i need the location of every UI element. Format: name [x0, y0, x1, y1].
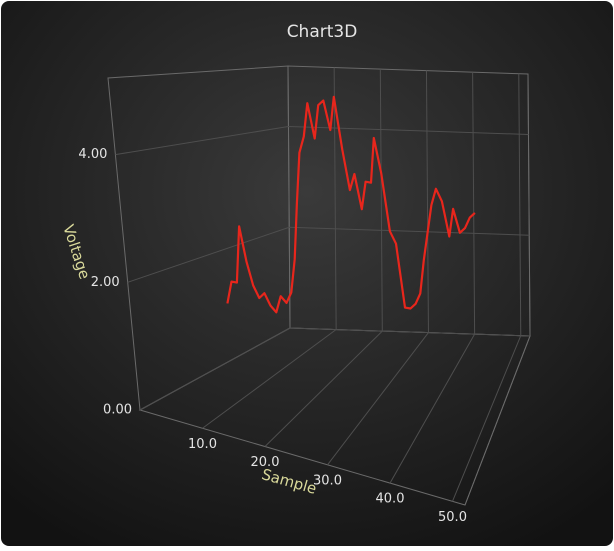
chart-title: Chart3D — [287, 22, 358, 42]
y-tick-label: 0.00 — [103, 403, 132, 418]
grid-line — [139, 327, 531, 411]
grid-line — [202, 67, 337, 429]
y-tick-label: 4.00 — [78, 147, 107, 162]
grid-line — [389, 72, 476, 484]
x-tick-label: 40.0 — [376, 492, 405, 507]
x-tick-label: 30.0 — [313, 473, 342, 488]
grid-line — [264, 69, 383, 447]
grid-line — [115, 125, 529, 156]
x-tick-label: 20.0 — [251, 455, 280, 470]
series-line — [226, 95, 476, 314]
grid-line — [452, 73, 522, 502]
plot-area: 0.00 2.00 4.00 10.0 20.0 30.0 40.0 50.0 — [78, 65, 531, 525]
x-tick-label: 10.0 — [188, 437, 217, 452]
x-tick-label: 50.0 — [438, 510, 467, 525]
y-tick-label: 2.00 — [91, 275, 120, 290]
grid-line — [327, 70, 429, 466]
